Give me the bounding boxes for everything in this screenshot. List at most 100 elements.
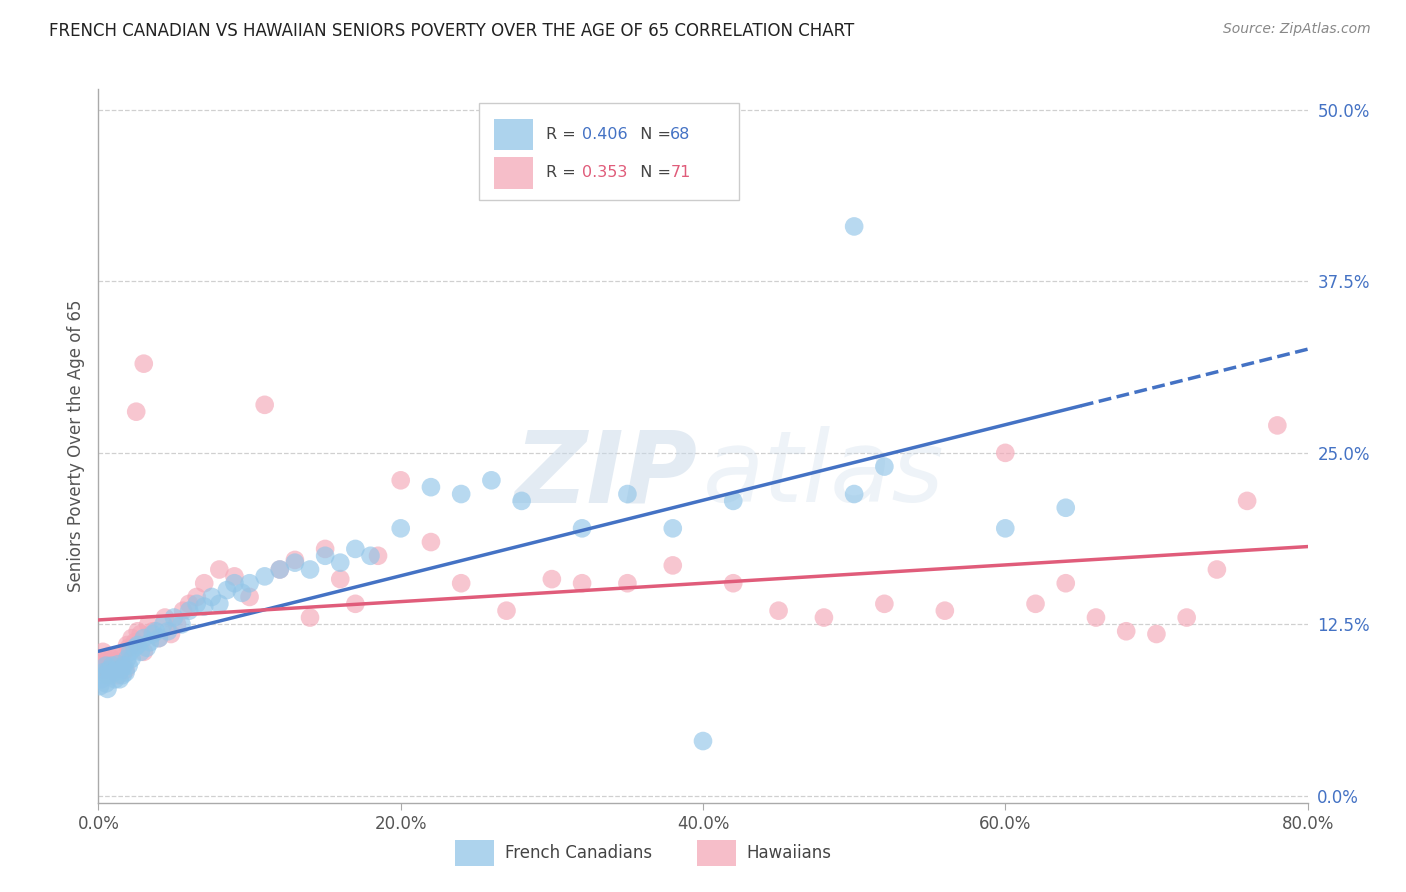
Point: [329, 556, 352, 570]
Point: [114, 663, 136, 677]
Text: ZIP: ZIP: [515, 426, 697, 523]
Point: [360, 549, 382, 563]
Point: [114, 665, 136, 680]
Point: [142, 624, 165, 639]
Point: [94, 655, 117, 669]
Point: [215, 583, 238, 598]
Point: [101, 651, 124, 665]
Point: [239, 590, 262, 604]
Point: [224, 569, 246, 583]
Text: Hawaiians: Hawaiians: [747, 844, 831, 862]
Point: [344, 541, 367, 556]
Point: [723, 576, 745, 591]
Point: [253, 398, 276, 412]
Point: [172, 604, 194, 618]
Point: [160, 627, 183, 641]
Point: [91, 665, 114, 680]
Point: [111, 658, 134, 673]
Point: [616, 487, 638, 501]
Point: [136, 617, 159, 632]
Point: [1175, 610, 1198, 624]
Text: 68: 68: [671, 127, 690, 142]
Point: [98, 663, 121, 677]
Point: [1054, 576, 1077, 591]
Point: [108, 673, 131, 687]
Point: [94, 658, 117, 673]
Point: [661, 558, 683, 573]
Text: N =: N =: [630, 165, 676, 180]
Point: [450, 576, 472, 591]
Point: [121, 631, 143, 645]
Point: [105, 648, 128, 663]
Point: [201, 590, 224, 604]
Point: [107, 668, 129, 682]
Point: [450, 487, 472, 501]
Point: [91, 645, 114, 659]
Point: [118, 640, 141, 655]
Text: R =: R =: [546, 165, 581, 180]
Point: [284, 556, 307, 570]
Point: [156, 624, 179, 639]
Point: [994, 521, 1017, 535]
Point: [299, 610, 322, 624]
Point: [540, 572, 562, 586]
FancyBboxPatch shape: [494, 157, 533, 188]
Point: [142, 627, 165, 641]
Point: [129, 645, 152, 659]
Point: [93, 663, 115, 677]
Text: N =: N =: [630, 127, 676, 142]
Text: R =: R =: [546, 127, 581, 142]
Point: [1267, 418, 1289, 433]
Point: [118, 658, 141, 673]
Point: [495, 604, 517, 618]
Text: 0.406: 0.406: [582, 127, 627, 142]
Point: [125, 405, 148, 419]
Text: atlas: atlas: [703, 426, 945, 523]
Point: [90, 673, 112, 687]
Point: [193, 576, 215, 591]
Point: [104, 673, 127, 687]
Point: [148, 631, 170, 645]
Point: [100, 658, 122, 673]
Point: [571, 521, 593, 535]
Point: [145, 624, 167, 639]
Point: [994, 446, 1017, 460]
Point: [269, 562, 291, 576]
Point: [179, 597, 201, 611]
Point: [616, 576, 638, 591]
Point: [90, 658, 112, 673]
Point: [873, 459, 896, 474]
Point: [389, 521, 412, 535]
Point: [124, 635, 146, 649]
Point: [208, 597, 231, 611]
Text: French Canadians: French Canadians: [505, 844, 652, 862]
Text: Source: ZipAtlas.com: Source: ZipAtlas.com: [1223, 22, 1371, 37]
Point: [1054, 500, 1077, 515]
Point: [367, 549, 389, 563]
Point: [314, 549, 336, 563]
Point: [314, 541, 336, 556]
Point: [1115, 624, 1137, 639]
Point: [112, 645, 135, 659]
Point: [844, 487, 866, 501]
Point: [166, 617, 188, 632]
Point: [135, 640, 157, 655]
Point: [124, 640, 146, 655]
Point: [1206, 562, 1229, 576]
Text: FRENCH CANADIAN VS HAWAIIAN SENIORS POVERTY OVER THE AGE OF 65 CORRELATION CHART: FRENCH CANADIAN VS HAWAIIAN SENIORS POVE…: [49, 22, 855, 40]
Point: [170, 617, 193, 632]
Point: [104, 655, 127, 669]
Point: [420, 480, 443, 494]
Point: [101, 658, 124, 673]
Point: [1085, 610, 1108, 624]
Point: [148, 631, 170, 645]
Point: [127, 624, 149, 639]
FancyBboxPatch shape: [494, 119, 533, 150]
Point: [103, 665, 125, 680]
Point: [420, 535, 443, 549]
Text: 71: 71: [671, 165, 690, 180]
Point: [253, 569, 276, 583]
Point: [105, 663, 128, 677]
Point: [89, 679, 111, 693]
FancyBboxPatch shape: [456, 840, 494, 865]
